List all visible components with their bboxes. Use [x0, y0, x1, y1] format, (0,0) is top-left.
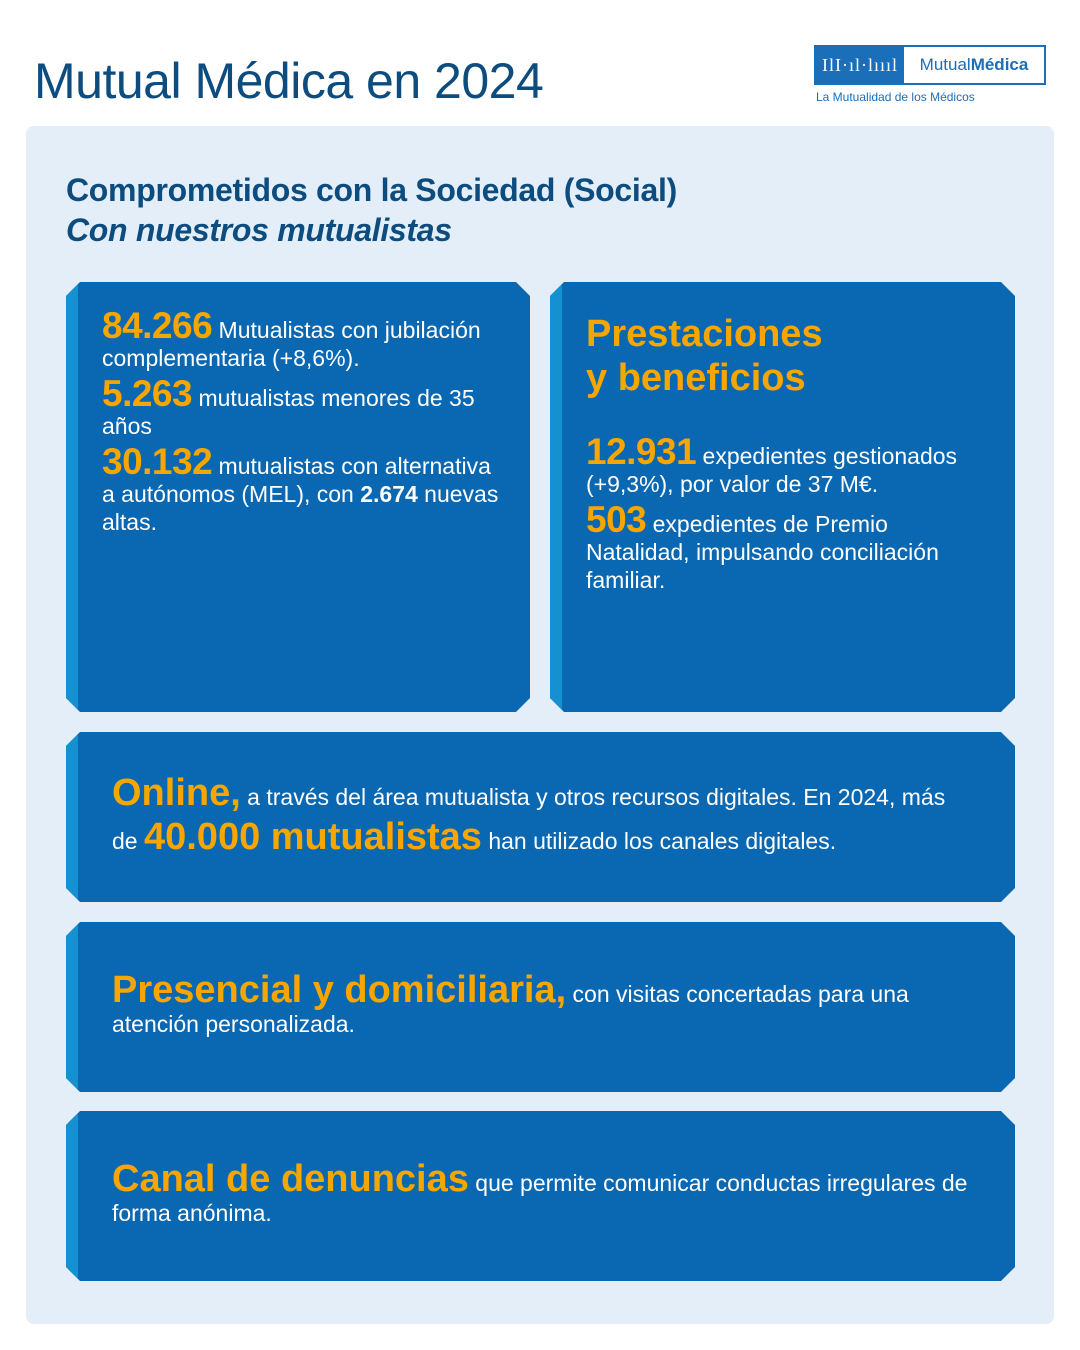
- card-canal-denuncias: Canal de denuncias que permite comunicar…: [66, 1111, 1015, 1281]
- card-heading: Presencial y domiciliaria,: [112, 969, 567, 1011]
- logo-name-bold: Médica: [970, 55, 1029, 74]
- section-heading: Comprometidos con la Sociedad (Social) C…: [66, 170, 677, 250]
- card-text: que permite comunicar conductas irregula…: [112, 1170, 968, 1226]
- card-text: con visitas concertadas para una atenció…: [112, 981, 909, 1037]
- stat-text: nuevas altas.: [102, 481, 499, 535]
- card-online: Online, a través del área mutualista y o…: [66, 732, 1015, 902]
- stat-text: expedientes gestionados (+9,3%), por val…: [586, 443, 958, 497]
- card-title-line: y beneficios: [586, 357, 806, 399]
- stat-text: expedientes de Premio Natalidad, impulsa…: [586, 511, 939, 593]
- card-text: a través del área mutualista y otros rec…: [112, 784, 946, 854]
- stat-bold: 2.674: [360, 481, 418, 507]
- stat-item: 503 expedientes de Premio Natalidad, imp…: [586, 506, 985, 594]
- logo-name-regular: Mutual: [919, 55, 971, 74]
- stat-item: 12.931 expedientes gestionados (+9,3%), …: [586, 438, 985, 498]
- stat-number: 84.266: [102, 305, 213, 346]
- stat-number: 30.132: [102, 441, 213, 482]
- logo-tagline: La Mutualidad de los Médicos: [816, 90, 975, 104]
- stat-number: 12.931: [586, 431, 697, 472]
- logo-mark-icon: IlI·ıl·lıııl: [816, 47, 904, 83]
- card-presencial-text: Presencial y domiciliaria, con visitas c…: [112, 975, 969, 1039]
- stat-text: mutualistas menores de 35 años: [102, 385, 475, 439]
- card-mutualistas: 84.266 Mutualistas con jubilación comple…: [66, 282, 530, 712]
- stat-item: 30.132 mutualistas con alternativa a aut…: [102, 448, 500, 536]
- card-online-text: Online, a través del área mutualista y o…: [112, 773, 969, 861]
- stat-text: mutualistas con alternativa a autónomos …: [102, 453, 491, 507]
- stat-text: Mutualistas con jubilación complementari…: [102, 317, 481, 371]
- logo: IlI·ıl·lıııl Mutual Médica: [814, 45, 1046, 85]
- card-title-line: Prestaciones: [586, 313, 823, 355]
- logo-name: Mutual Médica: [904, 47, 1044, 83]
- card-prestaciones: Prestaciones y beneficios 12.931 expedien…: [550, 282, 1015, 712]
- section-title: Comprometidos con la Sociedad (Social): [66, 172, 677, 208]
- card-text: han utilizado los canales digitales.: [481, 828, 837, 854]
- stat-number: 5.263: [102, 373, 193, 414]
- stat-number: 503: [586, 499, 647, 540]
- card-presencial: Presencial y domiciliaria, con visitas c…: [66, 922, 1015, 1092]
- card-heading: Canal de denuncias: [112, 1158, 469, 1200]
- section-subtitle: Con nuestros mutualistas: [66, 212, 452, 248]
- card-canal-text: Canal de denuncias que permite comunicar…: [112, 1164, 969, 1228]
- stat-item: 5.263 mutualistas menores de 35 años: [102, 380, 500, 440]
- card-highlight: 40.000 mutualistas: [143, 816, 482, 858]
- page-title: Mutual Médica en 2024: [34, 53, 544, 109]
- stat-item: 84.266 Mutualistas con jubilación comple…: [102, 312, 500, 372]
- card-title: Prestaciones y beneficios: [586, 312, 985, 400]
- card-heading: Online,: [112, 772, 241, 814]
